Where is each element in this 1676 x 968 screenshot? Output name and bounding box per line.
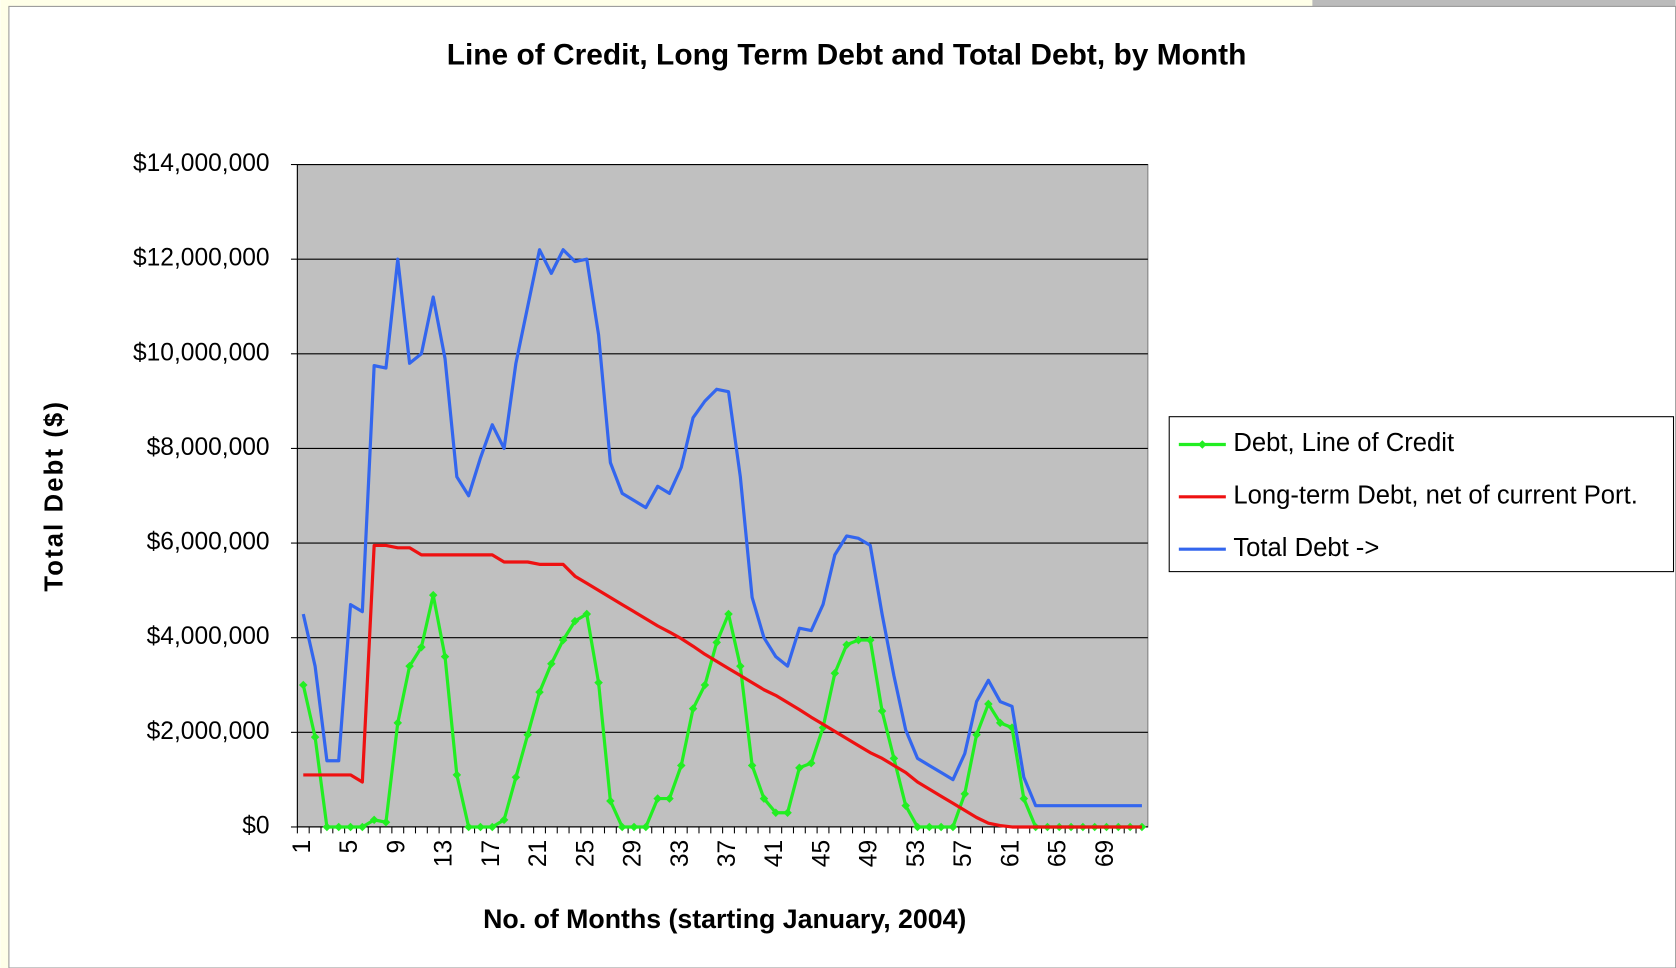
x-tick-label: 41	[761, 840, 788, 867]
x-tick-label: 33	[667, 840, 694, 867]
x-tick-label: 17	[478, 840, 505, 867]
series-marker	[960, 789, 970, 799]
series-marker	[901, 801, 910, 810]
y-tick-label: $12,000,000	[133, 245, 270, 272]
series-marker	[771, 808, 781, 818]
series-line	[301, 248, 1142, 808]
y-tick-label: $4,000,000	[147, 623, 270, 650]
series-marker	[925, 822, 934, 832]
y-axis-label: Total Debt ($)	[41, 400, 69, 592]
x-tick-label: 25	[572, 840, 599, 867]
x-tick-label: 69	[1092, 840, 1119, 867]
series-marker	[487, 822, 497, 832]
series-marker	[405, 661, 414, 671]
y-tick-label: $6,000,000	[147, 529, 270, 556]
series-marker	[736, 661, 745, 671]
series-marker	[759, 794, 769, 803]
legend	[1168, 416, 1675, 573]
series-marker	[936, 822, 946, 832]
series-marker	[310, 732, 320, 742]
x-tick-label: 45	[808, 840, 835, 867]
series-marker	[783, 808, 792, 818]
legend-label: Debt, Line of Credit	[1233, 429, 1454, 457]
series-marker	[358, 822, 367, 832]
x-tick-label: 1	[289, 840, 316, 854]
legend-label: Total Debt ->	[1233, 534, 1379, 562]
series-marker	[865, 635, 875, 645]
y-tick-label: $10,000,000	[133, 339, 270, 366]
x-tick-label: 61	[997, 840, 1024, 867]
x-tick-label: 9	[383, 840, 410, 854]
y-tick-label: $0	[242, 812, 269, 839]
y-tick-label: $14,000,000	[133, 150, 270, 177]
series-marker	[688, 704, 698, 713]
series-marker	[665, 794, 674, 803]
series-marker	[334, 822, 343, 832]
series-marker	[393, 718, 403, 728]
plot-area	[296, 164, 1149, 828]
x-tick-label: 65	[1045, 840, 1072, 867]
series-marker	[452, 770, 462, 780]
series-marker	[476, 822, 485, 832]
series-marker	[381, 817, 391, 827]
series-marker	[617, 822, 627, 832]
x-tick-label: 29	[620, 840, 647, 867]
x-tick-label: 49	[856, 840, 883, 867]
series-marker	[346, 822, 355, 832]
x-tick-label: 5	[336, 840, 363, 854]
series-marker	[995, 718, 1005, 728]
x-tick-label: 37	[714, 840, 741, 867]
y-tick-label: $8,000,000	[147, 434, 270, 461]
x-tick-label: 57	[950, 840, 977, 867]
series-marker	[948, 822, 958, 832]
series-line	[303, 543, 1142, 829]
series-marker	[322, 822, 332, 832]
corner-strip	[1312, 0, 1676, 7]
x-tick-label: 13	[431, 840, 458, 867]
x-tick-label: 53	[903, 840, 930, 867]
legend-label: Long-term Debt, net of current Port.	[1233, 482, 1638, 510]
x-axis-label: No. of Months (starting January, 2004)	[483, 904, 966, 934]
series-marker	[641, 822, 651, 832]
x-tick-label: 21	[525, 840, 552, 867]
series-marker	[499, 815, 509, 825]
y-tick-label: $2,000,000	[147, 718, 270, 745]
series-marker	[440, 652, 450, 661]
series-marker	[464, 822, 473, 832]
series-marker	[369, 815, 379, 825]
series-marker	[830, 668, 840, 678]
series-marker	[417, 642, 426, 652]
series-marker	[854, 635, 863, 645]
chart-title: Line of Credit, Long Term Debt and Total…	[447, 39, 1247, 72]
series-marker	[1019, 794, 1029, 803]
series-marker	[676, 761, 686, 770]
